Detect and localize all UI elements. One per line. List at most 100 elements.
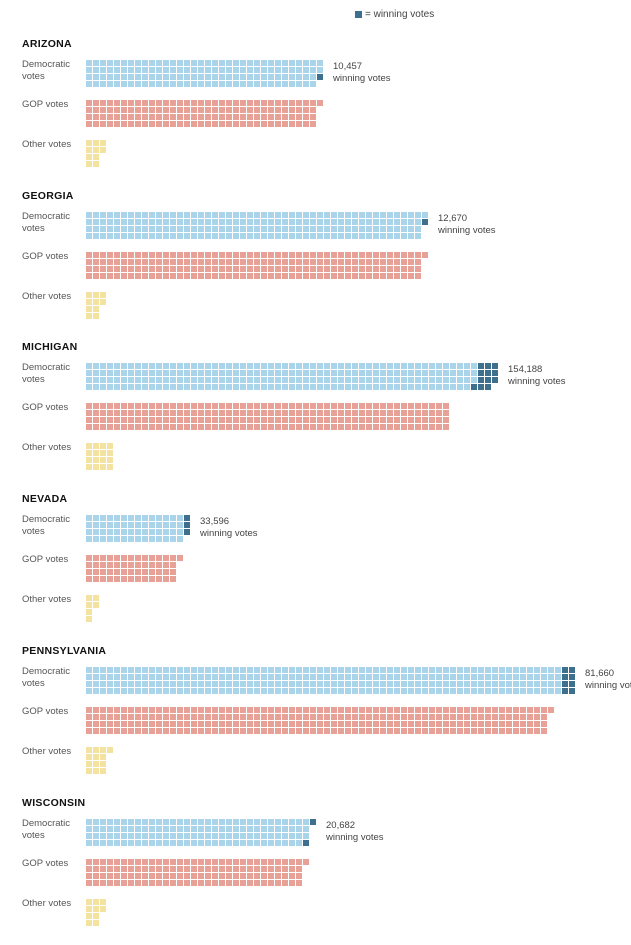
dem-square	[415, 219, 421, 225]
dem-square	[170, 826, 176, 832]
dem-square	[177, 60, 183, 66]
gop-square	[177, 880, 183, 886]
gop-square	[261, 714, 267, 720]
gop-square	[352, 728, 358, 734]
winning-square	[317, 74, 323, 80]
dem-square	[247, 74, 253, 80]
dem-square	[86, 840, 92, 846]
dem-square	[408, 667, 414, 673]
gop-square	[268, 424, 274, 430]
dem-square	[233, 840, 239, 846]
gop-square	[121, 410, 127, 416]
gop-square	[310, 121, 316, 127]
gop-square	[100, 114, 106, 120]
dem-square	[198, 826, 204, 832]
gop-square	[268, 266, 274, 272]
gop-square	[247, 721, 253, 727]
gop-square	[324, 266, 330, 272]
dem-square	[296, 219, 302, 225]
dem-square	[289, 667, 295, 673]
gop-square	[226, 859, 232, 865]
dem-square	[338, 667, 344, 673]
gop-square	[86, 859, 92, 865]
gop-square	[177, 555, 183, 561]
dem-square	[135, 67, 141, 73]
gop-square	[268, 866, 274, 872]
gop-square	[268, 859, 274, 865]
gop-square	[261, 403, 267, 409]
gop-square	[436, 707, 442, 713]
gop-square	[296, 266, 302, 272]
gop-square	[527, 721, 533, 727]
gop-square	[331, 259, 337, 265]
dem-square	[331, 370, 337, 376]
gop-square	[366, 273, 372, 279]
dem-square	[408, 688, 414, 694]
dem-square	[450, 688, 456, 694]
gop-square	[191, 880, 197, 886]
gop-square	[254, 728, 260, 734]
dem-square	[415, 667, 421, 673]
dem-square	[205, 370, 211, 376]
dem-square	[170, 536, 176, 542]
dem-square	[93, 219, 99, 225]
gop-square	[142, 410, 148, 416]
gop-square	[492, 721, 498, 727]
dem-square	[219, 819, 225, 825]
winning-square	[569, 674, 575, 680]
dem-square	[415, 370, 421, 376]
gop-square	[149, 707, 155, 713]
gop-square	[247, 259, 253, 265]
gop-square	[100, 859, 106, 865]
dem-square	[100, 377, 106, 383]
dem-square	[247, 67, 253, 73]
dem-square	[128, 529, 134, 535]
dem-square	[149, 515, 155, 521]
dem-square	[163, 667, 169, 673]
waffle-arizona	[86, 60, 323, 167]
gop-squares	[86, 707, 554, 734]
dem-square	[128, 515, 134, 521]
gop-square	[170, 100, 176, 106]
gop-square	[93, 576, 99, 582]
gop-square	[205, 114, 211, 120]
gop-square	[317, 714, 323, 720]
dem-square	[93, 840, 99, 846]
gop-square	[289, 403, 295, 409]
gop-square	[212, 107, 218, 113]
gop-square	[121, 403, 127, 409]
gop-square	[205, 259, 211, 265]
gop-square	[212, 266, 218, 272]
gop-square	[240, 424, 246, 430]
gop-square	[86, 424, 92, 430]
gop-square	[170, 107, 176, 113]
dem-square	[170, 67, 176, 73]
dem-square	[303, 688, 309, 694]
dem-square	[212, 826, 218, 832]
dem-square	[331, 212, 337, 218]
other-square	[86, 906, 92, 912]
dem-square	[261, 67, 267, 73]
other-squares	[86, 443, 113, 470]
dem-square	[464, 681, 470, 687]
dem-square	[163, 74, 169, 80]
gop-square	[338, 259, 344, 265]
gop-square	[303, 252, 309, 258]
dem-square	[170, 840, 176, 846]
gop-square	[233, 114, 239, 120]
gop-square	[268, 714, 274, 720]
dem-square	[443, 363, 449, 369]
gop-square	[240, 100, 246, 106]
dem-square	[212, 67, 218, 73]
gop-square	[114, 100, 120, 106]
gop-square	[233, 728, 239, 734]
gop-square	[275, 259, 281, 265]
dem-square	[352, 212, 358, 218]
dem-square	[380, 681, 386, 687]
gop-square	[289, 707, 295, 713]
dem-square	[156, 67, 162, 73]
gop-square	[198, 417, 204, 423]
gop-square	[233, 721, 239, 727]
dem-square	[520, 667, 526, 673]
dem-square	[457, 384, 463, 390]
